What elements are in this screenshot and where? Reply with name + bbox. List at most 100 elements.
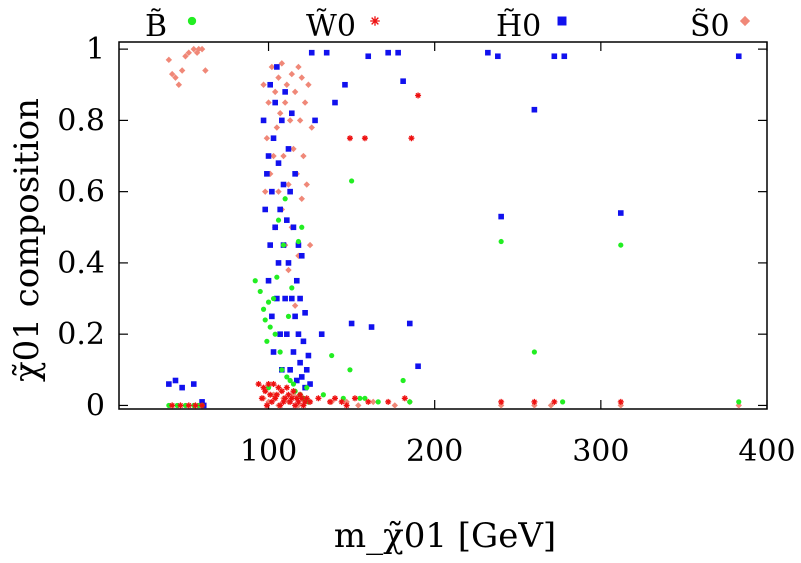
point-higgsino: [495, 53, 501, 60]
point-bino: [277, 349, 283, 355]
point-bino: [304, 385, 310, 391]
point-bino: [264, 338, 270, 344]
legend-marker-bino: [187, 16, 197, 26]
point-wino: [288, 395, 295, 402]
point-singlino: [265, 99, 272, 106]
point-higgsino: [318, 331, 325, 337]
point-wino: [285, 391, 292, 398]
point-singlino: [271, 88, 279, 96]
point-higgsino: [551, 53, 558, 60]
point-bino: [265, 385, 272, 391]
point-higgsino: [298, 252, 305, 259]
point-wino: [332, 395, 338, 402]
point-bino: [618, 242, 624, 248]
point-bino: [320, 392, 326, 398]
point-bino: [375, 399, 381, 405]
point-higgsino: [303, 367, 310, 373]
point-wino: [351, 395, 358, 402]
point-wino: [267, 391, 274, 398]
plot-frame: [118, 41, 768, 410]
point-singlino: [168, 70, 176, 78]
point-wino: [297, 391, 304, 398]
point-singlino: [202, 67, 209, 74]
point-bino: [260, 306, 267, 312]
point-higgsino: [289, 110, 295, 117]
point-wino: [278, 388, 285, 395]
point-higgsino: [368, 324, 375, 330]
point-higgsino: [289, 295, 295, 302]
point-singlino: [300, 152, 307, 160]
point-bino: [272, 331, 278, 337]
point-bino: [289, 285, 295, 291]
legend-marker-symbol: [739, 15, 751, 27]
point-higgsino: [305, 352, 312, 359]
point-singlino: [276, 110, 284, 117]
point-higgsino: [498, 213, 504, 220]
point-singlino: [308, 124, 315, 131]
point-singlino: [391, 402, 399, 409]
point-singlino: [291, 88, 299, 96]
point-higgsino: [297, 295, 303, 302]
point-bino: [284, 374, 290, 380]
point-singlino: [190, 45, 197, 53]
point-higgsino: [166, 381, 172, 387]
point-wino: [268, 398, 275, 405]
point-higgsino: [295, 331, 302, 337]
point-higgsino: [312, 117, 318, 124]
point-higgsino: [267, 242, 273, 248]
point-wino: [551, 398, 558, 405]
point-higgsino: [275, 160, 282, 166]
point-wino: [177, 402, 184, 409]
point-wino: [307, 398, 314, 405]
point-higgsino: [561, 53, 568, 60]
point-singlino: [172, 74, 179, 81]
point-higgsino: [269, 313, 275, 320]
point-higgsino: [292, 313, 298, 320]
point-wino: [293, 395, 300, 402]
point-higgsino: [277, 206, 283, 213]
point-singlino: [298, 195, 305, 202]
point-bino: [347, 367, 353, 373]
data-points: [165, 45, 742, 409]
point-singlino: [288, 70, 295, 78]
point-higgsino: [275, 260, 282, 266]
point-higgsino: [293, 377, 300, 384]
point-higgsino: [300, 338, 307, 345]
point-singlino: [281, 99, 289, 106]
point-singlino: [617, 402, 624, 409]
point-wino: [258, 395, 265, 402]
point-higgsino: [287, 367, 293, 373]
point-bino: [407, 399, 413, 405]
point-bino: [265, 299, 272, 305]
point-singlino: [185, 49, 192, 56]
point-higgsino: [172, 377, 179, 384]
point-singlino: [301, 99, 309, 106]
point-wino: [292, 402, 299, 409]
plot-frame-layer: [118, 41, 768, 410]
point-higgsino: [395, 49, 401, 56]
point-bino: [295, 238, 302, 245]
point-higgsino: [385, 49, 391, 56]
point-bino: [270, 295, 277, 302]
point-wino: [265, 381, 272, 388]
point-singlino: [275, 188, 282, 195]
point-singlino: [193, 49, 201, 56]
y-tick-label: 1: [86, 32, 105, 67]
point-higgsino: [190, 381, 197, 387]
point-higgsino: [284, 331, 290, 337]
point-wino: [401, 395, 408, 402]
legend-marker-wino: [370, 16, 380, 26]
point-higgsino: [415, 363, 421, 370]
point-wino: [263, 402, 270, 409]
x-tick-label: 200: [406, 434, 463, 469]
point-wino: [280, 398, 287, 405]
point-wino: [361, 135, 368, 142]
point-wino: [260, 384, 267, 391]
point-wino: [282, 395, 289, 402]
point-higgsino: [199, 399, 205, 405]
point-bino: [299, 224, 305, 230]
point-singlino: [370, 398, 377, 406]
point-wino: [327, 398, 334, 405]
x-tick-label: 100: [240, 434, 297, 469]
point-wino: [315, 395, 322, 402]
